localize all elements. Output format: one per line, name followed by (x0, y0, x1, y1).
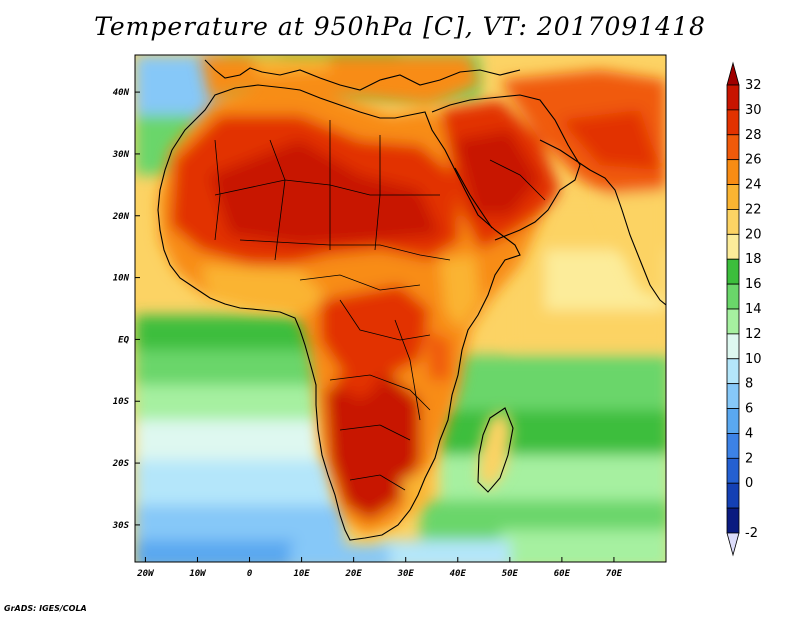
temperature-field (135, 55, 666, 562)
colorbar-label: 28 (745, 128, 762, 143)
colorbar-label: 16 (745, 277, 762, 292)
colorbar-swatch (726, 482, 740, 509)
colorbar-swatch (726, 333, 740, 360)
lat-label: 20N (112, 212, 130, 222)
colorbar-swatch (726, 408, 740, 434)
colorbar-swatch (726, 358, 740, 385)
latitude-axis: 40N 30N 20N 10N EQ 10S 20S 30S (112, 88, 140, 531)
colorbar-label: 6 (745, 402, 753, 417)
colorbar-swatch (726, 209, 740, 235)
longitude-axis: 20W 10W 0 10E 20E 30E 40E 50E 60E 70E (136, 557, 623, 579)
colorbar-label: 4 (745, 426, 753, 441)
lon-label: 40E (450, 569, 467, 579)
lon-label: 20E (345, 569, 363, 579)
colorbar-label: 2 (745, 451, 753, 466)
lon-label: 70E (606, 569, 623, 579)
colorbar-label: -2 (745, 526, 758, 541)
colorbar-swatch (726, 233, 740, 260)
colorbar-swatch (726, 84, 740, 111)
colorbar-top-arrow (726, 61, 740, 86)
colorbar-swatch (726, 433, 740, 459)
colorbar-label: 20 (745, 227, 762, 242)
colorbar-swatch (726, 134, 740, 161)
lon-label: 60E (554, 569, 571, 579)
lat-label: 30S (112, 521, 130, 531)
colorbar-label: 12 (745, 327, 762, 342)
map-frame (134, 54, 667, 563)
grads-credit: GrADS: IGES/COLA (4, 604, 87, 613)
lat-label: EQ (118, 335, 129, 345)
lon-label: 30E (397, 569, 415, 579)
colorbar-label: 10 (745, 352, 762, 367)
coastlines (157, 59, 666, 541)
colorbar-swatch (726, 283, 740, 310)
colorbar-swatch (726, 383, 740, 409)
colorbar-label: 24 (745, 178, 762, 193)
colorbar-label: 8 (745, 377, 753, 392)
lat-label: 40N (113, 88, 130, 98)
map-title: Temperature at 950hPa [C], VT: 201709141… (94, 12, 706, 41)
lat-label: 10S (113, 397, 130, 407)
colorbar-swatch (726, 159, 740, 185)
colorbar-swatch (726, 308, 740, 335)
colorbar-swatch (726, 258, 740, 285)
lon-label: 10E (293, 569, 310, 579)
colorbar-label: 22 (745, 202, 762, 217)
colorbar-swatch (726, 507, 740, 534)
lon-label: 0 (247, 569, 253, 579)
colorbar-swatch (726, 184, 740, 210)
lat-label: 30N (112, 150, 130, 160)
lon-label: 20W (136, 569, 155, 579)
colorbar-bottom-arrow (726, 532, 740, 557)
lon-label: 10W (189, 569, 207, 579)
colorbar-label: 30 (745, 103, 762, 118)
colorbar-swatch (726, 109, 740, 136)
country-borders (214, 120, 546, 491)
colorbar-label: 14 (745, 302, 762, 317)
lat-label: 20S (112, 459, 130, 469)
colorbar-label: 0 (745, 476, 753, 491)
colorbar-swatch (726, 457, 740, 484)
colorbar-label: 18 (745, 252, 762, 267)
colorbar-label: 32 (745, 78, 762, 93)
land-temperature (158, 55, 666, 535)
lon-label: 50E (502, 569, 519, 579)
lat-label: 10N (113, 274, 130, 284)
colorbar-label: 26 (745, 153, 762, 168)
